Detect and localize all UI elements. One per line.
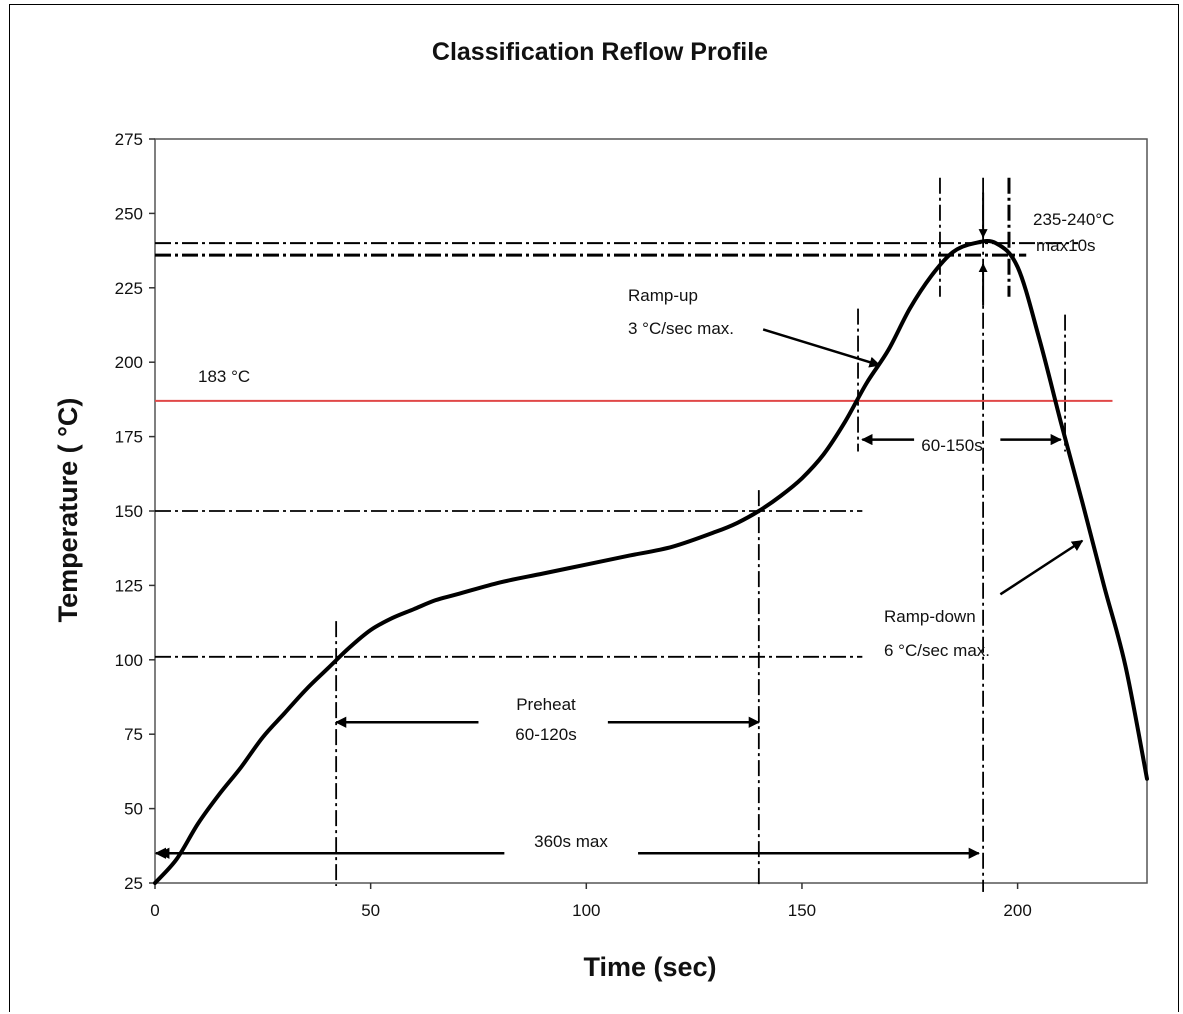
x-axis-ticks: 0 50 100 150 200 — [150, 883, 1032, 920]
y-tick-label: 200 — [115, 353, 143, 372]
x-tick-label: 100 — [572, 901, 600, 920]
annotation-peak-range: 235-240°C — [1033, 210, 1114, 229]
annotation-ramp-down-title: Ramp-down — [884, 607, 976, 626]
y-tick-label: 250 — [115, 204, 143, 223]
y-axis-ticks: 25 50 75 100 125 150 175 200 225 250 275 — [115, 130, 155, 893]
y-tick-label: 50 — [124, 800, 143, 819]
annotation-ramp-up-title: Ramp-up — [628, 286, 698, 305]
y-tick-label: 175 — [115, 428, 143, 447]
y-tick-label: 150 — [115, 502, 143, 521]
y-tick-label: 225 — [115, 279, 143, 298]
y-axis-label: Temperature ( °C) — [53, 398, 83, 623]
x-tick-label: 150 — [788, 901, 816, 920]
annotation-total-time: 360s max — [534, 832, 608, 851]
y-tick-label: 125 — [115, 576, 143, 595]
annotation-ramp-up-rate: 3 °C/sec max. — [628, 319, 734, 338]
liquidus-label: 183 °C — [198, 367, 250, 386]
annotation-peak-time: max10s — [1036, 236, 1096, 255]
y-tick-label: 25 — [124, 874, 143, 893]
arrow-ramp-down — [999, 539, 1084, 596]
annotation-preheat-title: Preheat — [516, 695, 576, 714]
x-tick-label: 200 — [1003, 901, 1031, 920]
y-tick-label: 275 — [115, 130, 143, 149]
y-tick-label: 100 — [115, 651, 143, 670]
x-axis-label: Time (sec) — [583, 952, 716, 982]
y-tick-label: 75 — [124, 725, 143, 744]
annotation-time-above-liquidus: 60-150s — [921, 436, 982, 455]
annotation-preheat-time: 60-120s — [515, 725, 576, 744]
guide-lines — [155, 177, 1078, 892]
arrow-ramp-up — [762, 328, 881, 368]
x-tick-label: 0 — [150, 901, 159, 920]
chart-title: Classification Reflow Profile — [432, 38, 768, 66]
series-line-reflow-profile — [153, 239, 1149, 885]
annotation-arrows — [154, 192, 1084, 859]
x-tick-label: 50 — [361, 901, 380, 920]
annotation-ramp-down-rate: 6 °C/sec max. — [884, 641, 990, 660]
